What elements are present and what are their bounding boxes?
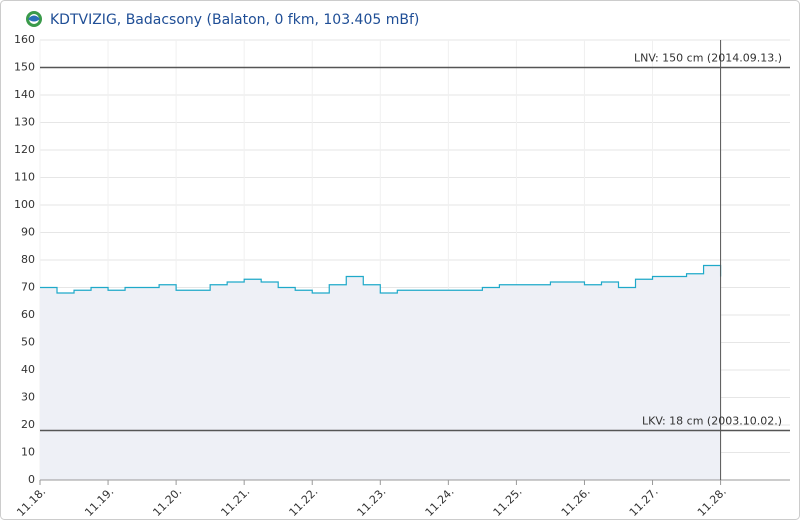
y-tick-label: 20 <box>21 418 35 431</box>
y-tick-label: 100 <box>14 198 35 211</box>
y-tick-label: 10 <box>21 446 35 459</box>
y-tick-label: 60 <box>21 308 35 321</box>
y-tick-label: 150 <box>14 61 35 74</box>
reference-label: LKV: 18 cm (2003.10.02.) <box>642 415 782 428</box>
y-tick-label: 80 <box>21 253 35 266</box>
line <box>40 264 722 294</box>
y-tick-label: 160 <box>14 33 35 46</box>
logo <box>26 11 42 27</box>
y-tick-label: 120 <box>14 143 35 156</box>
y-tick-label: 40 <box>21 363 35 376</box>
y-tick-label: 70 <box>21 281 35 294</box>
y-tick-label: 140 <box>14 88 35 101</box>
y-tick-label: 110 <box>14 171 35 184</box>
y-tick-label: 50 <box>21 336 35 349</box>
y-tick-label: 30 <box>21 391 35 404</box>
chart-title: KDTVIZIG, Badacsony (Balaton, 0 fkm, 103… <box>50 12 419 28</box>
area <box>40 265 721 480</box>
y-tick-label: 130 <box>14 116 35 129</box>
y-tick-label: 0 <box>28 473 35 486</box>
y-tick-label: 90 <box>21 226 35 239</box>
reference-label: LNV: 150 cm (2014.09.13.) <box>634 52 782 65</box>
